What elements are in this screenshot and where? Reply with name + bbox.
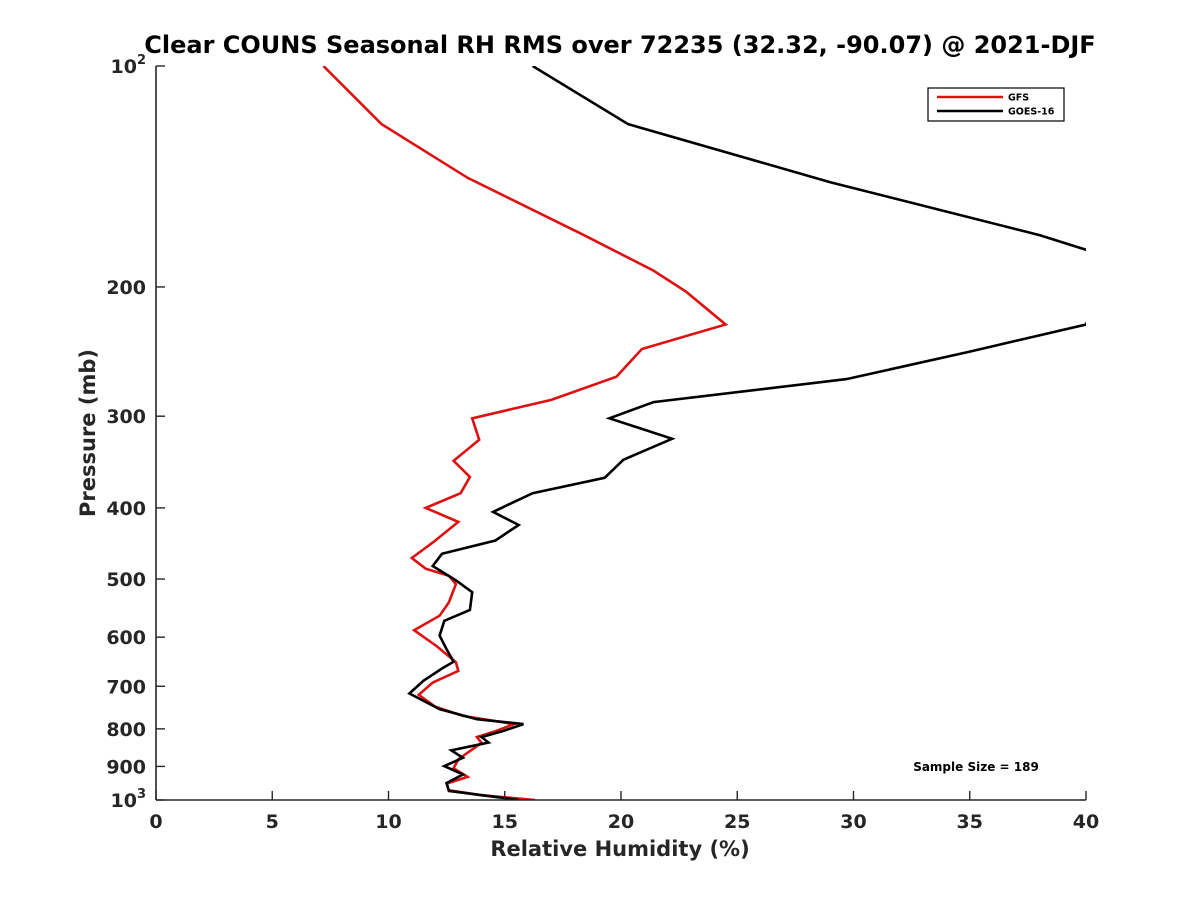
y-tick-label: 300 — [106, 406, 146, 428]
series-line-goes-16 — [407, 66, 1086, 800]
y-tick-label: 500 — [106, 569, 146, 591]
sample-size-annotation: Sample Size = 189 — [913, 760, 1039, 774]
legend: GFS GOES-16 — [927, 87, 1065, 122]
x-axis-label: Relative Humidity (%) — [490, 837, 749, 861]
plot-area: 0 5 10 15 20 25 30 35 40 102 200 300 400 500 600 700 800… — [106, 53, 1099, 833]
x-tick-label: 30 — [840, 811, 866, 833]
x-tick-label: 0 — [149, 811, 162, 833]
y-tick-label: 800 — [106, 719, 146, 741]
x-tick-label: 10 — [375, 811, 401, 833]
legend-box — [927, 87, 1065, 122]
y-tick-label: 400 — [106, 498, 146, 520]
x-tick-label: 15 — [492, 811, 518, 833]
y-tick-label: 900 — [106, 756, 146, 778]
legend-label-goes-16: GOES-16 — [1008, 107, 1055, 118]
y-axis-label: Pressure (mb) — [76, 349, 100, 517]
y-tick-label: 102 — [111, 53, 147, 78]
x-tick-label: 25 — [724, 811, 750, 833]
chart-title: Clear COUNS Seasonal RH RMS over 72235 (… — [144, 31, 1095, 59]
x-tick-label: 20 — [608, 811, 634, 833]
series-layer — [322, 66, 1086, 800]
y-tick-label: 600 — [106, 627, 146, 649]
x-tick-label: 40 — [1073, 811, 1099, 833]
ticks-layer: 0 5 10 15 20 25 30 35 40 102 200 300 400 500 600 700 800… — [106, 53, 1099, 833]
y-tick-label: 200 — [106, 277, 146, 299]
x-tick-label: 35 — [957, 811, 983, 833]
x-tick-label: 5 — [266, 811, 279, 833]
y-tick-label: 103 — [111, 787, 147, 812]
legend-label-gfs: GFS — [1008, 93, 1029, 104]
y-tick-label: 700 — [106, 676, 146, 698]
